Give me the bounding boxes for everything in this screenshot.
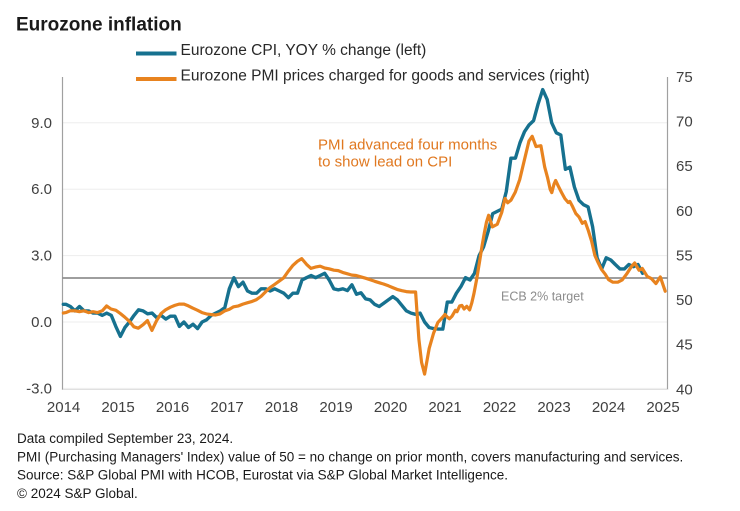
svg-text:to show lead on CPI: to show lead on CPI xyxy=(318,154,452,171)
svg-text:75: 75 xyxy=(676,69,693,86)
svg-text:3.0: 3.0 xyxy=(31,248,52,265)
svg-text:-3.0: -3.0 xyxy=(26,380,52,397)
svg-text:45: 45 xyxy=(676,337,693,354)
svg-text:2025: 2025 xyxy=(646,399,679,416)
svg-text:2016: 2016 xyxy=(156,399,189,416)
svg-text:Eurozone CPI, YOY % change (le: Eurozone CPI, YOY % change (left) xyxy=(181,42,427,59)
svg-text:Data compiled September 23, 20: Data compiled September 23, 2024. xyxy=(17,431,233,446)
svg-text:55: 55 xyxy=(676,248,693,265)
svg-text:6.0: 6.0 xyxy=(31,181,52,198)
svg-text:2021: 2021 xyxy=(428,399,461,416)
svg-text:Eurozone inflation: Eurozone inflation xyxy=(16,15,182,36)
svg-text:2023: 2023 xyxy=(537,399,570,416)
svg-text:ECB 2% target: ECB 2% target xyxy=(501,290,584,304)
svg-text:© 2024 S&P Global.: © 2024 S&P Global. xyxy=(17,486,138,501)
svg-text:2019: 2019 xyxy=(319,399,352,416)
svg-text:60: 60 xyxy=(676,203,693,220)
svg-text:2017: 2017 xyxy=(210,399,243,416)
svg-text:2022: 2022 xyxy=(483,399,516,416)
svg-text:Eurozone PMI prices charged fo: Eurozone PMI prices charged for goods an… xyxy=(181,68,590,85)
svg-text:70: 70 xyxy=(676,114,693,131)
svg-text:40: 40 xyxy=(676,381,693,398)
svg-text:2020: 2020 xyxy=(374,399,407,416)
svg-text:2014: 2014 xyxy=(47,399,80,416)
svg-text:2024: 2024 xyxy=(592,399,625,416)
svg-text:Source: S&P Global PMI with HC: Source: S&P Global PMI with HCOB, Eurost… xyxy=(17,468,508,483)
svg-text:PMI (Purchasing Managers' Inde: PMI (Purchasing Managers' Index) value o… xyxy=(17,449,683,464)
svg-text:0.0: 0.0 xyxy=(31,314,52,331)
svg-text:65: 65 xyxy=(676,158,693,175)
svg-text:2018: 2018 xyxy=(265,399,298,416)
svg-text:9.0: 9.0 xyxy=(31,115,52,132)
svg-text:50: 50 xyxy=(676,292,693,309)
svg-text:2015: 2015 xyxy=(101,399,134,416)
svg-text:PMI advanced four months: PMI advanced four months xyxy=(318,137,497,154)
